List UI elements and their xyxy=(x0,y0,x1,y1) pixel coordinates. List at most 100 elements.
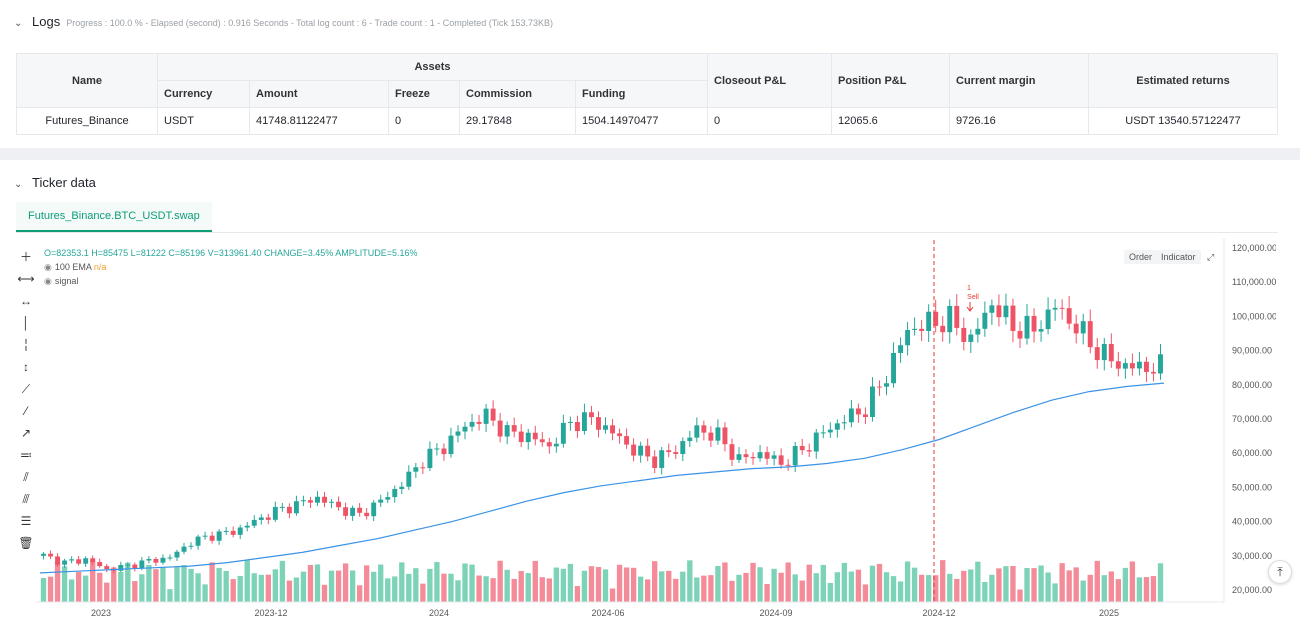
order-button[interactable]: Order xyxy=(1124,250,1158,264)
candle-body xyxy=(834,423,840,430)
volume-bar xyxy=(385,578,391,602)
volume-bar xyxy=(666,570,672,602)
logs-title: Logs xyxy=(32,14,61,29)
horizontal-line-icon[interactable]: ⟷ xyxy=(17,272,35,286)
volume-bar xyxy=(1150,576,1157,602)
logs-header[interactable]: ⌄ Logs Progress : 100.0 % - Elapsed (sec… xyxy=(14,14,553,29)
eye-icon[interactable]: ◉ xyxy=(44,262,52,272)
volume-bar xyxy=(560,568,567,602)
candle-body xyxy=(1080,321,1086,334)
fib-icon[interactable]: ⫻ xyxy=(22,492,30,506)
volume-bar xyxy=(1024,567,1030,602)
eye-icon[interactable]: ◉ xyxy=(44,276,52,286)
candlestick-chart[interactable]: 1 Sell 120,000.00110,000.00100,000.0090,… xyxy=(36,238,1276,630)
chevron-down-icon[interactable]: ⌄ xyxy=(14,179,23,190)
candle-body xyxy=(420,467,426,469)
volume-bar xyxy=(961,570,967,602)
volume-bar xyxy=(595,567,602,602)
vertical-line-icon[interactable]: │ xyxy=(22,316,30,330)
candle-body xyxy=(905,330,911,346)
trend-line-icon[interactable]: ⟋ xyxy=(21,382,31,396)
col-name: Name xyxy=(16,53,158,108)
y-tick-label: 90,000.00 xyxy=(1232,346,1272,356)
volume-bar xyxy=(209,562,215,602)
volume-bar xyxy=(736,574,742,602)
candle-body xyxy=(975,328,981,335)
ticker-title: Ticker data xyxy=(32,175,96,190)
ray-line-icon[interactable]: ⁄ xyxy=(24,404,27,418)
candle-body xyxy=(279,506,285,508)
fib-levels-icon[interactable]: ☰ xyxy=(20,514,32,528)
volume-bar xyxy=(1045,572,1051,602)
col-freeze: Freeze xyxy=(388,80,460,108)
volume-bar xyxy=(413,568,419,602)
volume-bar xyxy=(841,562,848,602)
crosshair-icon[interactable]: ＋ xyxy=(19,250,32,264)
candle-body xyxy=(308,500,313,503)
ema-legend[interactable]: ◉ 100 EMA n/a xyxy=(44,262,106,273)
sell-marker: 1 Sell xyxy=(966,285,979,312)
y-tick-label: 20,000.00 xyxy=(1232,585,1272,595)
candle-body xyxy=(778,455,784,465)
candle-body xyxy=(385,497,391,500)
horizontal-ray-icon[interactable]: ↔ xyxy=(20,294,32,308)
volume-bar xyxy=(940,560,946,602)
price-line-icon[interactable]: ≕ xyxy=(20,448,32,462)
arrow-line-icon[interactable]: ↗ xyxy=(20,426,32,440)
fullscreen-icon[interactable]: ⤢ xyxy=(1207,252,1215,262)
assets-table: Name Assets Closeout P&L Position P&L Cu… xyxy=(16,53,1278,135)
y-tick-label: 30,000.00 xyxy=(1232,551,1272,561)
chevron-down-icon[interactable]: ⌄ xyxy=(14,18,23,29)
candle-body xyxy=(1094,347,1100,361)
candle-body xyxy=(1122,363,1128,369)
volume-bar xyxy=(574,586,581,602)
vertical-ray-icon[interactable]: ↕ xyxy=(23,360,29,374)
candle-body xyxy=(603,425,608,430)
x-tick-label: 2024-12 xyxy=(922,608,955,618)
candle-body xyxy=(912,328,918,331)
indicator-button[interactable]: Indicator xyxy=(1156,250,1201,264)
volume-bar xyxy=(701,575,707,602)
cell-freeze: 0 xyxy=(388,107,460,135)
volume-bar xyxy=(1010,565,1016,602)
volume-bar xyxy=(1066,570,1072,602)
candle-body xyxy=(1129,363,1135,369)
scroll-to-latest-icon[interactable]: ⤒ xyxy=(1268,560,1292,584)
cell-commission: 29.17848 xyxy=(459,107,576,135)
vertical-segment-icon[interactable]: ╎ xyxy=(22,338,30,352)
volume-bar xyxy=(785,562,791,602)
ticker-header[interactable]: ⌄ Ticker data xyxy=(14,175,96,190)
volume-bar xyxy=(363,565,370,602)
candle-body xyxy=(581,412,587,432)
volume-bar xyxy=(272,569,279,602)
volume-bar xyxy=(659,571,665,602)
candle-body xyxy=(996,305,1002,318)
trash-icon[interactable]: 🗑 xyxy=(18,536,34,550)
volume-bar xyxy=(553,567,560,602)
volume-bar xyxy=(153,569,159,602)
cell-funding: 1504.14970477 xyxy=(575,107,708,135)
candle-body xyxy=(701,425,707,433)
candle-body xyxy=(413,467,419,472)
volume-bar xyxy=(862,584,869,602)
candle-body xyxy=(1059,307,1065,309)
candle-body xyxy=(736,454,742,460)
candle-body xyxy=(364,512,370,517)
volume-bar xyxy=(40,578,47,602)
volume-bar xyxy=(532,560,538,602)
ema-label: 100 EMA xyxy=(54,262,92,272)
x-tick-label: 2023-12 xyxy=(254,608,287,618)
candle-body xyxy=(223,530,229,532)
y-tick-label: 60,000.00 xyxy=(1232,448,1272,458)
candle-body xyxy=(525,432,531,443)
col-funding: Funding xyxy=(575,80,708,108)
parallel-channel-icon[interactable]: ⫽ xyxy=(23,470,29,484)
candle-body xyxy=(806,450,812,452)
signal-legend[interactable]: ◉ signal xyxy=(44,276,78,287)
col-amount: Amount xyxy=(249,80,389,108)
candle-body xyxy=(560,422,566,444)
volume-bar xyxy=(434,562,440,602)
tab-btc-usdt-swap[interactable]: Futures_Binance.BTC_USDT.swap xyxy=(16,202,212,232)
candle-body xyxy=(230,530,236,535)
volume-bar xyxy=(195,573,201,602)
